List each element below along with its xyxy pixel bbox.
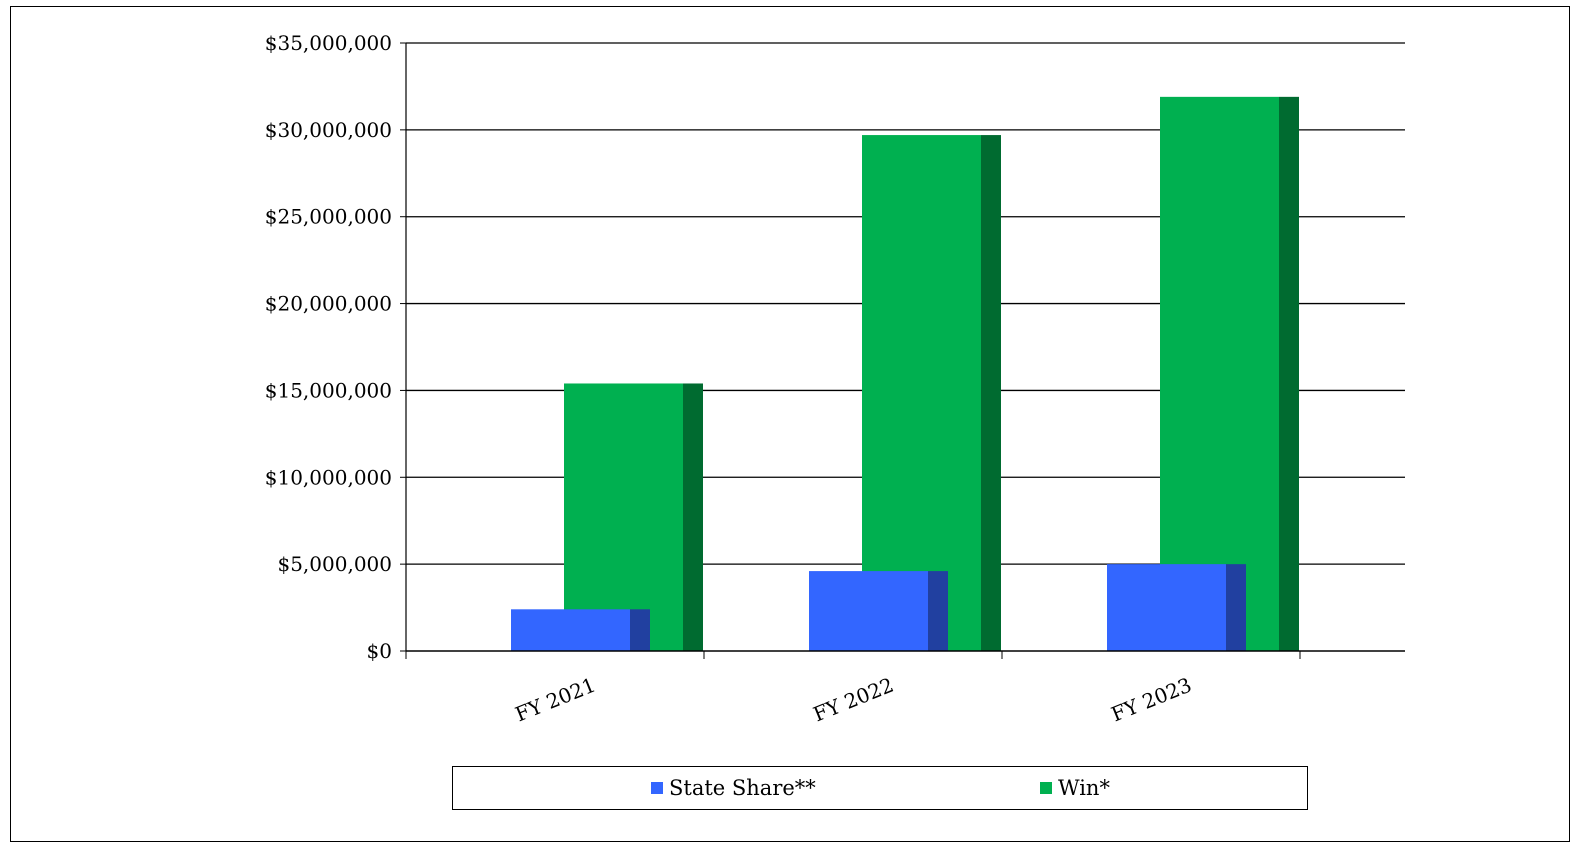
x-tick-label: FY 2021 [512,673,599,727]
y-tick-label: $0 [367,639,392,663]
bar-state-share [511,609,630,651]
y-tick-label: $5,000,000 [277,552,392,576]
chart-frame [10,6,1570,842]
legend-label-win: Win* [1058,776,1110,800]
legend-item-state-share: State Share** [651,767,816,809]
x-tick-label: FY 2022 [810,673,897,727]
legend-swatch-win [1040,782,1052,794]
y-tick-label: $25,000,000 [265,205,392,229]
x-tick-label: FY 2023 [1108,673,1195,727]
bar-win [1160,96,1279,651]
y-tick-label: $10,000,000 [265,465,392,489]
legend-item-win: Win* [1040,767,1110,809]
bar-win [564,383,683,651]
y-tick-label: $35,000,000 [265,31,392,55]
legend-label-state-share: State Share** [669,776,816,800]
bar-state-share [809,571,928,651]
bar-state-share [1107,564,1226,651]
legend: State Share** Win* [452,766,1308,810]
y-tick-label: $15,000,000 [265,378,392,402]
bar-side-win [683,383,703,651]
y-tick-label: $20,000,000 [265,292,392,316]
bars [511,96,1299,651]
bar-side-state-share [928,571,948,651]
bar-side-win [1279,96,1299,651]
bar-side-win [981,135,1001,651]
legend-swatch-state-share [651,782,663,794]
bar-side-state-share [1226,564,1246,651]
bar-side-state-share [630,609,650,651]
bar-win [862,135,981,651]
y-tick-label: $30,000,000 [265,118,392,142]
